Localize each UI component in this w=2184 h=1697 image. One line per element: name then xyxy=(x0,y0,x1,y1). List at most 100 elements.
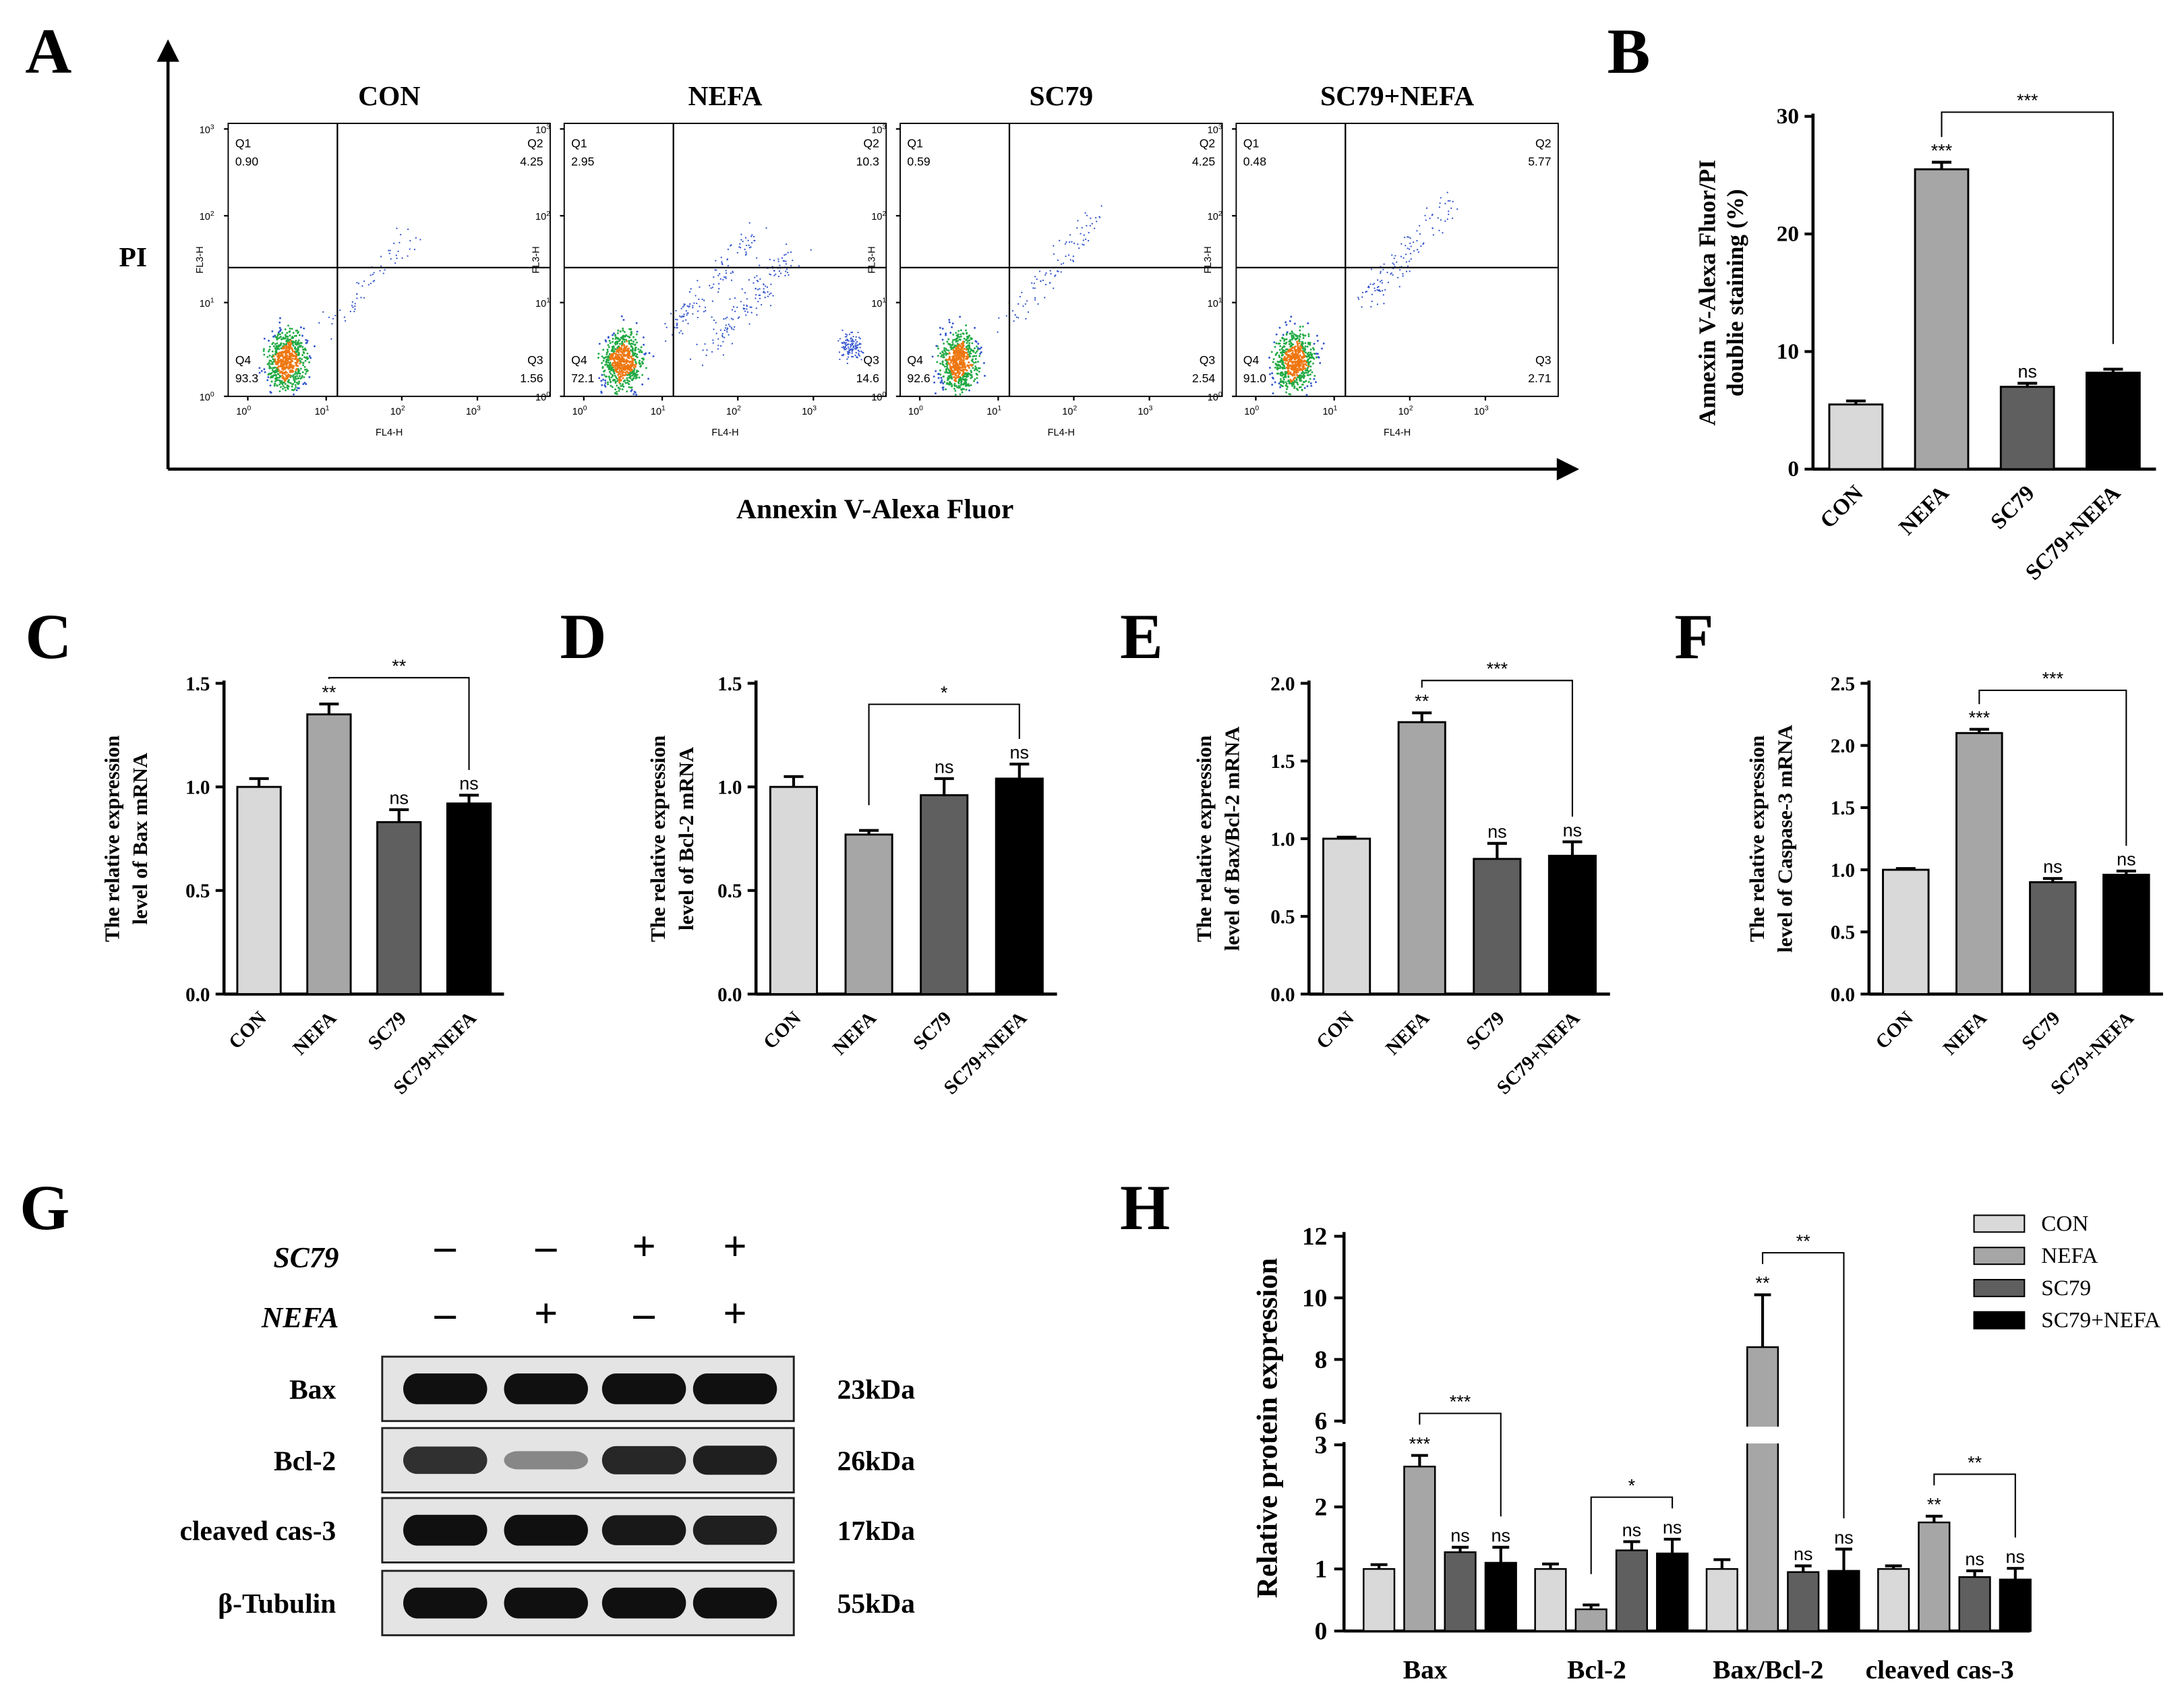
flow-dot xyxy=(1276,364,1278,367)
flow-dot xyxy=(285,362,287,365)
flow-dot xyxy=(1062,262,1065,264)
flow-dot xyxy=(622,371,625,374)
flow-dot xyxy=(407,228,409,231)
flow-dot xyxy=(1304,342,1307,345)
flow-dot xyxy=(1292,354,1295,357)
flow-dot xyxy=(692,305,694,307)
flow-dot xyxy=(388,249,390,251)
flow-dot xyxy=(1297,345,1299,348)
flow-dot xyxy=(1295,360,1297,363)
y-axis-label: level of Bcl-2 mRNA xyxy=(674,746,698,930)
flow-dot xyxy=(845,333,847,335)
flow-dot xyxy=(413,248,416,251)
flow-y-tick-label: 100 xyxy=(200,391,214,403)
flow-dot xyxy=(972,367,974,369)
y-tick-label: 1.5 xyxy=(717,674,742,695)
flow-dot xyxy=(949,343,951,345)
flow-dot xyxy=(955,345,957,347)
flow-x-tick-label: 100 xyxy=(572,405,587,417)
flow-dot xyxy=(628,343,630,345)
flow-plot-title: NEFA xyxy=(688,80,763,111)
flow-dot xyxy=(276,366,278,369)
flow-dot xyxy=(727,248,730,250)
flow-dot xyxy=(1299,357,1301,360)
significance-label: ns xyxy=(1487,822,1507,842)
flow-dot xyxy=(769,293,771,295)
y-tick-label: 0.0 xyxy=(1831,984,1855,1006)
flow-dot xyxy=(652,355,655,357)
flow-dot xyxy=(856,357,858,359)
flow-dot xyxy=(624,355,626,357)
flow-dot xyxy=(291,364,293,367)
x-tick-label: NEFA xyxy=(289,1007,341,1059)
flow-dot xyxy=(1014,314,1016,316)
flow-dot xyxy=(614,365,617,368)
flow-dot xyxy=(617,329,620,332)
flow-dot xyxy=(1280,361,1282,363)
flow-dot xyxy=(291,350,294,353)
flow-dot xyxy=(731,309,734,311)
panel-a-flow-cytometry: PI Annexin V-Alexa Fluor CONQ10.90Q24.25… xyxy=(119,39,1580,524)
flow-plot-title: SC79 xyxy=(1030,80,1094,111)
flow-dot xyxy=(711,316,713,318)
flow-dot xyxy=(1447,200,1450,202)
flow-dot xyxy=(1309,348,1312,351)
flow-dot xyxy=(769,305,772,307)
flow-y-tick-label: 102 xyxy=(200,210,214,222)
flow-dot xyxy=(616,380,619,382)
flow-dot xyxy=(855,342,857,345)
flow-dot xyxy=(1034,287,1036,289)
flow-dot xyxy=(960,376,962,379)
flow-dot xyxy=(1042,279,1044,281)
flow-dot xyxy=(784,254,786,256)
flow-dot xyxy=(1276,366,1279,369)
bar-sc79 xyxy=(1473,858,1522,995)
flow-dot xyxy=(606,353,608,356)
y-tick-label: 3 xyxy=(1315,1431,1328,1459)
flow-dot xyxy=(618,351,620,354)
flow-dot xyxy=(679,315,681,317)
flow-dot xyxy=(297,387,299,390)
flow-dot xyxy=(635,322,638,324)
flow-dot xyxy=(721,332,724,335)
flow-dot xyxy=(634,361,637,363)
flow-dot xyxy=(957,367,960,369)
quadrant-label: 4.25 xyxy=(1192,154,1216,168)
flow-dot xyxy=(977,347,980,349)
flow-dot xyxy=(262,349,265,352)
flow-dot xyxy=(954,359,957,361)
flow-dot xyxy=(980,346,982,349)
flow-dot xyxy=(270,355,273,358)
flow-dot xyxy=(328,316,330,318)
flow-dot xyxy=(953,367,956,370)
x-tick-label: SC79 xyxy=(364,1007,411,1054)
flow-dot xyxy=(956,340,959,343)
flow-dot xyxy=(962,374,964,376)
flow-dot xyxy=(616,393,618,395)
flow-dot xyxy=(755,287,757,289)
flow-dot xyxy=(292,332,295,334)
bar-sc79 xyxy=(1444,1551,1477,1632)
flow-dot xyxy=(308,361,311,363)
flow-dot xyxy=(683,316,685,318)
flow-dot xyxy=(614,382,617,384)
flow-dot xyxy=(407,255,409,257)
flow-dot xyxy=(634,355,637,357)
flow-dot xyxy=(744,292,746,294)
flow-dot xyxy=(284,359,287,362)
flow-dot xyxy=(1293,322,1296,325)
flow-dot xyxy=(962,363,964,366)
flow-dot xyxy=(1303,367,1305,370)
flow-dot xyxy=(1302,347,1304,350)
flow-dot xyxy=(1307,335,1310,338)
flow-dot xyxy=(1287,376,1290,378)
flow-dot xyxy=(1405,261,1407,263)
flow-dot xyxy=(960,382,962,384)
flow-dot xyxy=(1419,225,1421,227)
flow-dot xyxy=(1040,280,1042,282)
flow-dot xyxy=(732,270,734,272)
flow-dot xyxy=(852,345,855,347)
flow-dot xyxy=(1408,248,1411,250)
